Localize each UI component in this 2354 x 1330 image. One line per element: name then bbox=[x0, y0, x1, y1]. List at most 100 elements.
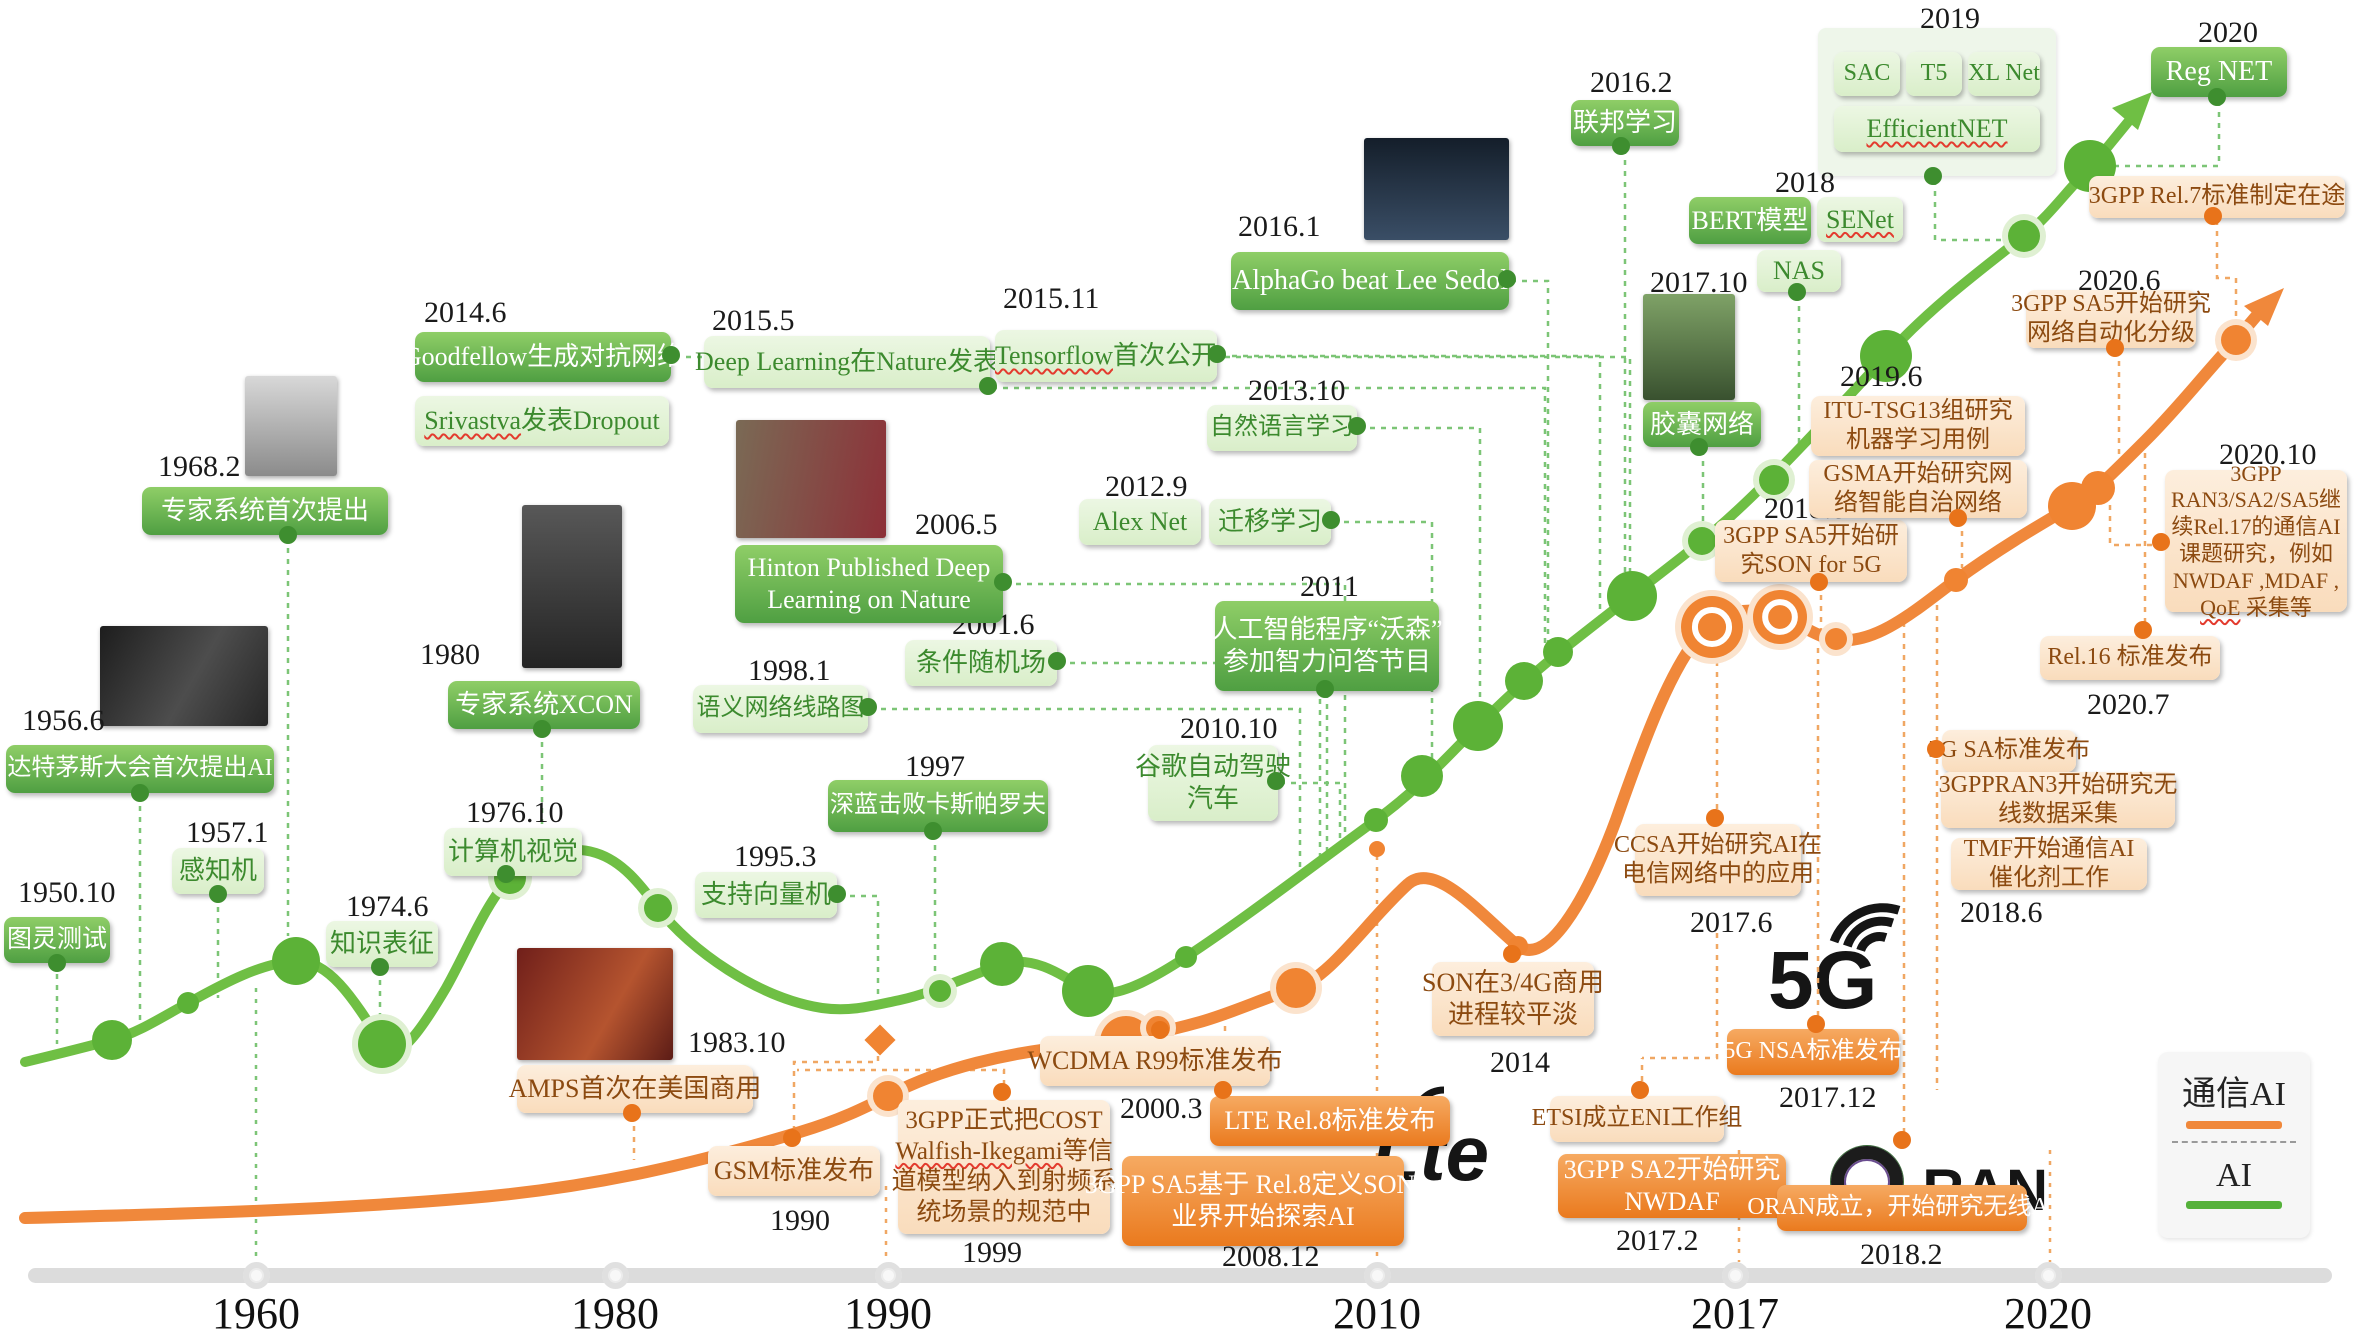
alexnet-box: Alex Net bbox=[1079, 499, 1201, 545]
5g-nsa-box: 5G NSA标准发布 bbox=[1723, 1029, 1903, 1075]
comm-milestone-dot bbox=[2221, 325, 2251, 355]
comm-milestone-dot bbox=[1753, 590, 1807, 644]
sa5-rel8-son-label: 业界开始探索AI bbox=[1171, 1202, 1355, 1231]
sa5-son-for-5g-label: 究SON for 5G bbox=[1740, 552, 1882, 578]
comm-milestone-dot bbox=[1944, 568, 1968, 592]
svm-connector bbox=[839, 894, 880, 998]
ccsa-ai-telecom-label: CCSA开始研究AI在 bbox=[1613, 831, 1823, 858]
lte-rel8-box: LTE Rel.8标准发布 bbox=[1210, 1096, 1450, 1146]
lte-rel8-connector-dot bbox=[1214, 1081, 1232, 1099]
axis-year-label: 2017 bbox=[1691, 1289, 1779, 1330]
axis-year-label: 1990 bbox=[844, 1289, 932, 1330]
watson-quiz-label: 人工智能程序“沃森” bbox=[1211, 615, 1443, 645]
amps-usa-date: 1983.10 bbox=[688, 1026, 786, 1059]
itu-tsg13-ml-label: GSMA开始研究网 bbox=[1823, 460, 2013, 487]
rel16-release-connector-dot bbox=[2134, 621, 2152, 639]
panel-2019 bbox=[1818, 28, 2056, 176]
itu-tsg13-ml-connector-dot bbox=[1949, 509, 1967, 527]
ccsa-ai-telecom-connector bbox=[1642, 933, 1719, 1060]
transfer-learning-connector-dot bbox=[1322, 511, 1340, 529]
oran-founded-box: ORAN成立，开始研究无线AI bbox=[1747, 1185, 2057, 1231]
rel17-ai-topics-connector-dot bbox=[2152, 533, 2170, 551]
photo-hinton-2017 bbox=[1643, 294, 1735, 400]
ai-milestone-dot bbox=[1860, 330, 1912, 382]
federated-learning-connector-dot bbox=[1612, 137, 1630, 155]
axis-tick-2010 bbox=[1364, 1262, 1391, 1289]
expert-system-first-connector-dot bbox=[279, 526, 297, 544]
deep-blue-date: 1997 bbox=[905, 750, 965, 783]
goodfellow-gan-label: Goodfellow生成对抗网络 bbox=[402, 342, 684, 372]
transfer-learning-connector bbox=[1333, 520, 1434, 768]
axis-tick-2017 bbox=[1722, 1262, 1749, 1289]
axis-year-label: 1980 bbox=[571, 1289, 659, 1330]
itu-tsg13-ml-label: 络智能自治网络 bbox=[1834, 490, 2002, 516]
photo-amps-car-1983 bbox=[517, 948, 673, 1060]
oran-founded-date: 2018.2 bbox=[1860, 1238, 1943, 1271]
cost-walfish-ikegami-label: 道模型纳入到射频系 bbox=[891, 1168, 1117, 1195]
watson-quiz-label: 参加智力问答节目 bbox=[1222, 647, 1431, 676]
knowledge-representation-label: 知识表征 bbox=[329, 929, 434, 959]
gsm-standard-label: GSM标准发布 bbox=[713, 1156, 875, 1186]
svm-box: 支持向量机 bbox=[695, 872, 837, 918]
axis-tick-1980 bbox=[602, 1262, 629, 1289]
rel16-release-box: Rel.16 标准发布 bbox=[2040, 636, 2220, 680]
sa2-nwdaf-label: 3GPP SA2开始研究 bbox=[1563, 1155, 1781, 1185]
5g-radio-waves-icon bbox=[1829, 903, 1901, 953]
alphago-lee-sedol-connector-dot bbox=[1498, 270, 1516, 288]
sac-t5-xlnet-2019-box: XL Net bbox=[1968, 52, 2040, 96]
itu-tsg13-ml-box: ITU-TSG13组研究 机器学习用例 bbox=[1811, 396, 2025, 456]
cost-walfish-ikegami-connector-dot bbox=[993, 1083, 1011, 1101]
cost-walfish-ikegami-label: 3GPP正式把COST bbox=[905, 1107, 1103, 1134]
amps-usa-connector-dot bbox=[623, 1104, 641, 1122]
5g-nsa-connector-dot bbox=[1807, 1015, 1825, 1033]
ccsa-ai-telecom-label: 电信网络中的应用 bbox=[1622, 861, 1814, 887]
etsi-eni-connector-dot bbox=[1631, 1081, 1649, 1099]
5g-sa-release-box: 3GPPRAN3开始研究无 线数据采集 bbox=[1939, 772, 2177, 828]
regnet-date: 2020 bbox=[2198, 16, 2258, 49]
perceptron-label: 感知机 bbox=[178, 856, 257, 886]
axis-year-label: 2020 bbox=[2004, 1289, 2092, 1330]
bert-2018-label: SENet bbox=[1826, 204, 1894, 234]
bert-2018-date: 2018 bbox=[1775, 166, 1835, 199]
semantic-network-connector-dot bbox=[859, 698, 877, 716]
sac-t5-xlnet-2019-label: T5 bbox=[1920, 60, 1948, 87]
rel17-ai-topics-label: 3GPP bbox=[2230, 460, 2282, 486]
comm-milestone-dot bbox=[873, 1081, 903, 1111]
svm-label: 支持向量机 bbox=[700, 880, 831, 910]
bert-2018-label: BERT模型 bbox=[1691, 205, 1809, 235]
perceptron-connector-dot bbox=[209, 885, 227, 903]
computer-vision-connector-dot bbox=[497, 865, 515, 883]
comm-milestone-dot bbox=[1825, 628, 1847, 650]
deep-learning-nature-connector bbox=[992, 386, 1547, 662]
rel7-in-progress-connector bbox=[2215, 220, 2238, 328]
knowledge-representation-connector-dot bbox=[371, 958, 389, 976]
rel7-in-progress-label: 3GPP Rel.7标准制定在途 bbox=[2088, 183, 2346, 210]
knowledge-representation-box: 知识表征 bbox=[326, 921, 438, 967]
alphago-lee-sedol-box: AlphaGo beat Lee Sedol bbox=[1231, 252, 1509, 310]
comm-milestone-dot bbox=[1276, 968, 1316, 1008]
google-self-driving-label: 谷歌自动驾驶 bbox=[1135, 752, 1292, 782]
sac-t5-xlnet-2019-box: EfficientNET bbox=[1834, 106, 2040, 152]
sa5-network-automation-box: 3GPP SA5开始研究 网络自动化分级 bbox=[2011, 290, 2211, 348]
turing-test-label: 图灵测试 bbox=[6, 925, 107, 953]
sac-t5-xlnet-2019-date: 2019 bbox=[1920, 2, 1980, 35]
sa2-nwdaf-label: NWDAF bbox=[1624, 1187, 1720, 1216]
google-self-driving-connector bbox=[1280, 781, 1342, 844]
regnet-connector bbox=[2098, 101, 2221, 168]
ai-milestone-dot bbox=[1364, 808, 1388, 832]
sa2-nwdaf-date: 2017.2 bbox=[1616, 1224, 1699, 1257]
goodfellow-gan-connector bbox=[675, 355, 1632, 598]
watson-quiz-box: 人工智能程序“沃森” 参加智力问答节目 bbox=[1211, 601, 1443, 691]
sa5-son-for-5g-label: 3GPP SA5开始研 bbox=[1723, 522, 1899, 549]
hinton-deep-learning-2006-label: Learning on Nature bbox=[767, 585, 971, 614]
hinton-deep-learning-2006-connector-dot bbox=[994, 573, 1012, 591]
5g-nsa-date: 2017.12 bbox=[1779, 1081, 1877, 1114]
xcon-label: 专家系统XCON bbox=[455, 690, 633, 720]
wcdma-r99-connector-dot bbox=[1151, 1021, 1169, 1039]
semantic-network-box: 语义网络线路图 bbox=[693, 685, 868, 733]
turing-test-connector-dot bbox=[48, 954, 66, 972]
expert-system-first-box: 专家系统首次提出 bbox=[142, 487, 388, 535]
comm-ai-curve-arrow-icon bbox=[2244, 288, 2284, 326]
alexnet-date: 2012.9 bbox=[1105, 470, 1188, 503]
